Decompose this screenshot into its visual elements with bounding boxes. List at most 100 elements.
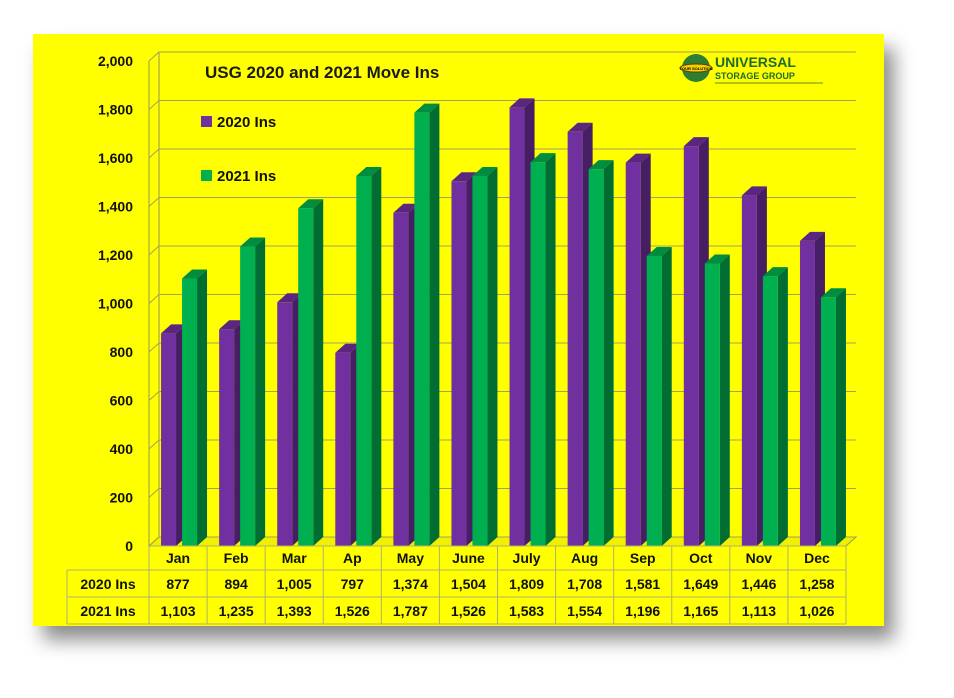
data-label-2020: 1,581 (625, 576, 660, 592)
gridline (148, 148, 856, 159)
x-tick-label: May (397, 550, 424, 566)
data-label-2020: 894 (224, 576, 248, 592)
bar-2021-ap (356, 166, 382, 546)
bar-2020-june-top (451, 172, 477, 182)
bar-2020-mar-front (277, 302, 293, 546)
logo-subname: STORAGE GROUP (715, 71, 795, 81)
bar-2021-july-side (545, 153, 556, 546)
x-tick-label: Oct (689, 550, 713, 566)
legend-swatch-2020 (201, 116, 212, 127)
data-label-2020: 1,374 (393, 576, 428, 592)
bar-2021-june (472, 166, 498, 546)
bar-2020-jan-top (161, 324, 187, 334)
bar-2021-oct-top (704, 254, 730, 264)
y-tick-label: 600 (110, 393, 134, 409)
y-tick-label: 1,200 (98, 247, 133, 263)
chart-frame: 0 200 400 600 800 1,000 1,200 1,400 1,600 1,800 2,… (33, 34, 884, 626)
bar-2021-oct (704, 254, 730, 547)
gridline (148, 294, 856, 304)
gridline (148, 342, 856, 353)
data-label-2020: 1,258 (799, 576, 834, 592)
x-tick-label: July (513, 550, 541, 566)
bar-2020-dec-top (799, 231, 825, 241)
bar-2021-mar-top (298, 199, 324, 209)
bar-2021-may-front (414, 112, 430, 546)
x-tick-label: Sep (630, 550, 656, 566)
bar-2021-dec-side (835, 288, 846, 546)
bar-2020-oct-top (683, 137, 709, 147)
bar-2021-june-top (472, 166, 498, 176)
data-table: Jan 877 1,103 Feb 894 1,235 Mar 1,005 1,393 Ap 797… (66, 545, 847, 625)
bar-2021-may-top (414, 103, 440, 113)
bar-2021-sep-front (646, 255, 662, 546)
table-row-header: 2021 Ins (80, 603, 135, 619)
bar-2021-aug-front (588, 169, 604, 546)
bar-2020-nov-top (741, 186, 767, 196)
gridline (148, 197, 856, 207)
bar-2020-jan-front (161, 333, 177, 546)
bar-2021-nov-top (762, 267, 788, 277)
gridline (148, 488, 856, 498)
bar-2021-nov-side (777, 267, 788, 546)
data-label-2021: 1,103 (161, 603, 196, 619)
bar-2020-sep-front (625, 162, 641, 547)
bar-2020-aug-front (567, 131, 583, 546)
bar-2020-may-front (393, 212, 409, 546)
bar-2021-ap-front (356, 175, 372, 546)
bar-2020-feb-top (219, 320, 245, 330)
y-tick-label: 1,600 (98, 150, 133, 166)
data-label-2021: 1,196 (625, 603, 660, 619)
bar-2021-july-top (530, 153, 556, 163)
y-axis: 0 200 400 600 800 1,000 1,200 1,400 1,600 1,800 2,… (98, 53, 133, 554)
logo-name: UNIVERSAL (715, 54, 796, 70)
bar-2021-ap-side (371, 166, 382, 546)
company-logo: YOUR SOLUTION UNIVERSAL STORAGE GROUP (679, 54, 823, 84)
data-label-2021: 1,113 (742, 603, 776, 619)
gridline (148, 245, 856, 256)
bar-2021-mar-side (313, 199, 324, 546)
bar-2021-ap-top (356, 166, 382, 176)
bar-2021-jan-front (182, 278, 198, 546)
bar-2021-june-side (487, 166, 498, 546)
y-tick-label: 800 (110, 344, 134, 360)
data-label-2021: 1,583 (509, 603, 544, 619)
legend-swatch-2021 (201, 170, 212, 181)
x-tick-label: Ap (343, 550, 362, 566)
bar-2021-oct-front (704, 263, 720, 546)
gridline (148, 100, 856, 110)
bar-2020-dec-front (799, 240, 815, 546)
chart-title: USG 2020 and 2021 Move Ins (205, 63, 439, 82)
gridlines (147, 51, 858, 547)
logo-swoosh-icon (679, 63, 713, 73)
x-tick-label: Mar (282, 550, 307, 566)
gridline (148, 536, 856, 547)
bar-2021-july (530, 153, 556, 546)
bar-2021-feb-side (255, 237, 266, 546)
logo-badge-text: YOUR SOLUTION (679, 66, 712, 71)
data-label-2020: 1,446 (741, 576, 776, 592)
data-label-2020: 1,708 (567, 576, 602, 592)
bar-2020-may-top (393, 203, 419, 213)
bar-2021-aug-side (603, 160, 614, 546)
y-tick-label: 0 (125, 538, 133, 554)
data-label-2021: 1,235 (219, 603, 254, 619)
bar-2021-feb-top (240, 237, 266, 247)
bar-2021-mar-front (298, 208, 314, 546)
data-label-2020: 1,005 (277, 576, 312, 592)
bar-2020-aug-top (567, 122, 593, 132)
bar-2021-mar (298, 199, 324, 546)
data-label-2021: 1,526 (451, 603, 486, 619)
bars (161, 98, 846, 547)
bar-2020-mar-top (277, 293, 303, 303)
data-label-2020: 877 (166, 576, 190, 592)
bar-2021-sep (646, 246, 672, 546)
bar-2020-sep-top (625, 153, 651, 163)
bar-2021-aug-top (588, 160, 614, 170)
bar-2021-nov (762, 267, 788, 546)
data-label-2020: 1,809 (509, 576, 544, 592)
x-tick-label: Jan (166, 550, 190, 566)
bar-2021-feb-front (240, 246, 256, 546)
x-tick-label: Aug (571, 550, 598, 566)
y-tick-label: 2,000 (98, 53, 133, 69)
data-label-2021: 1,787 (393, 603, 428, 619)
